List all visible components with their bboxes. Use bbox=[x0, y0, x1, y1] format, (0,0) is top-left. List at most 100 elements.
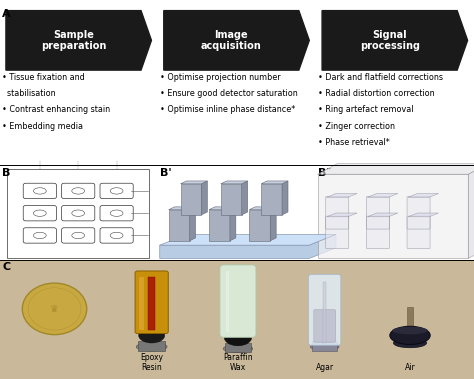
Polygon shape bbox=[367, 213, 398, 217]
Bar bbox=[139, 277, 144, 330]
Polygon shape bbox=[242, 181, 248, 215]
Polygon shape bbox=[468, 164, 474, 258]
Text: • Optimise inline phase distance*: • Optimise inline phase distance* bbox=[160, 105, 295, 114]
FancyBboxPatch shape bbox=[407, 216, 430, 249]
Bar bbox=[225, 343, 251, 352]
Text: Epoxy
Resin: Epoxy Resin bbox=[140, 353, 163, 372]
Polygon shape bbox=[190, 207, 195, 241]
Bar bbox=[95, 294, 379, 296]
FancyBboxPatch shape bbox=[23, 228, 56, 243]
Text: B': B' bbox=[160, 168, 172, 177]
Bar bbox=[95, 335, 379, 337]
Ellipse shape bbox=[224, 329, 252, 346]
Bar bbox=[95, 329, 379, 331]
Circle shape bbox=[22, 283, 87, 335]
Bar bbox=[148, 277, 155, 330]
Polygon shape bbox=[164, 11, 309, 70]
Bar bbox=[95, 276, 379, 277]
Bar bbox=[323, 282, 326, 343]
FancyBboxPatch shape bbox=[407, 197, 430, 229]
FancyBboxPatch shape bbox=[100, 228, 133, 243]
Bar bbox=[95, 353, 379, 355]
Polygon shape bbox=[408, 194, 438, 197]
Text: Sample
preparation: Sample preparation bbox=[41, 30, 106, 51]
Bar bbox=[95, 371, 379, 373]
Text: ♛: ♛ bbox=[50, 304, 59, 314]
Polygon shape bbox=[261, 184, 282, 215]
Polygon shape bbox=[181, 181, 208, 184]
Polygon shape bbox=[169, 207, 195, 210]
Text: • Zinger correction: • Zinger correction bbox=[318, 122, 395, 131]
FancyBboxPatch shape bbox=[309, 274, 341, 345]
Polygon shape bbox=[230, 207, 236, 241]
Polygon shape bbox=[209, 210, 230, 241]
Bar bbox=[407, 307, 413, 328]
Polygon shape bbox=[408, 213, 438, 217]
Polygon shape bbox=[221, 181, 248, 184]
Text: • Optimise projection number: • Optimise projection number bbox=[160, 73, 281, 82]
Bar bbox=[95, 359, 379, 361]
Ellipse shape bbox=[72, 188, 84, 194]
Polygon shape bbox=[160, 235, 336, 245]
Text: • Phase retrieval*: • Phase retrieval* bbox=[318, 138, 390, 147]
Bar bbox=[95, 305, 379, 307]
Ellipse shape bbox=[33, 232, 46, 239]
FancyBboxPatch shape bbox=[62, 205, 95, 221]
Polygon shape bbox=[322, 11, 467, 70]
FancyBboxPatch shape bbox=[135, 271, 168, 334]
Ellipse shape bbox=[137, 343, 167, 351]
FancyBboxPatch shape bbox=[62, 228, 95, 243]
Bar bbox=[95, 318, 379, 319]
Ellipse shape bbox=[72, 232, 84, 239]
Text: C: C bbox=[2, 262, 10, 272]
Ellipse shape bbox=[392, 327, 428, 334]
Text: B: B bbox=[2, 168, 11, 177]
Polygon shape bbox=[318, 174, 468, 258]
Text: A: A bbox=[2, 9, 11, 19]
Polygon shape bbox=[181, 184, 201, 215]
Bar bbox=[95, 288, 379, 290]
FancyBboxPatch shape bbox=[100, 183, 133, 199]
Bar bbox=[95, 341, 379, 343]
Bar bbox=[95, 377, 379, 379]
FancyBboxPatch shape bbox=[100, 205, 133, 221]
Bar bbox=[0, 260, 474, 379]
FancyBboxPatch shape bbox=[366, 197, 389, 229]
Bar bbox=[95, 347, 379, 349]
Bar bbox=[95, 312, 379, 313]
Bar bbox=[138, 341, 165, 351]
Ellipse shape bbox=[223, 345, 253, 352]
Bar bbox=[95, 323, 379, 325]
FancyBboxPatch shape bbox=[220, 265, 256, 337]
Bar bbox=[95, 299, 379, 301]
FancyBboxPatch shape bbox=[23, 205, 56, 221]
Text: B″: B″ bbox=[318, 168, 331, 177]
Polygon shape bbox=[327, 194, 357, 197]
Bar bbox=[95, 365, 379, 367]
Text: Air: Air bbox=[405, 363, 415, 372]
Polygon shape bbox=[367, 194, 398, 197]
Text: • Dark and flatfield corrections: • Dark and flatfield corrections bbox=[318, 73, 443, 82]
Polygon shape bbox=[221, 184, 242, 215]
Polygon shape bbox=[169, 210, 190, 241]
Polygon shape bbox=[6, 11, 152, 70]
Text: • Ring artefact removal: • Ring artefact removal bbox=[318, 105, 413, 114]
Text: • Contrast enhancing stain: • Contrast enhancing stain bbox=[2, 105, 110, 114]
Polygon shape bbox=[318, 164, 474, 174]
Polygon shape bbox=[327, 213, 357, 217]
FancyBboxPatch shape bbox=[314, 310, 336, 342]
FancyBboxPatch shape bbox=[366, 216, 389, 249]
Text: • Ensure good detector saturation: • Ensure good detector saturation bbox=[160, 89, 298, 98]
Ellipse shape bbox=[138, 328, 165, 343]
Polygon shape bbox=[201, 181, 208, 215]
Bar bbox=[95, 270, 379, 271]
Bar bbox=[7, 169, 149, 258]
Text: Agar: Agar bbox=[316, 363, 334, 372]
Polygon shape bbox=[249, 210, 270, 241]
Ellipse shape bbox=[33, 210, 46, 216]
Bar bbox=[226, 271, 229, 332]
Text: Paraffin
Wax: Paraffin Wax bbox=[223, 353, 253, 372]
Text: Image
acquisition: Image acquisition bbox=[201, 30, 262, 51]
Ellipse shape bbox=[390, 326, 430, 345]
Bar bbox=[95, 264, 379, 266]
